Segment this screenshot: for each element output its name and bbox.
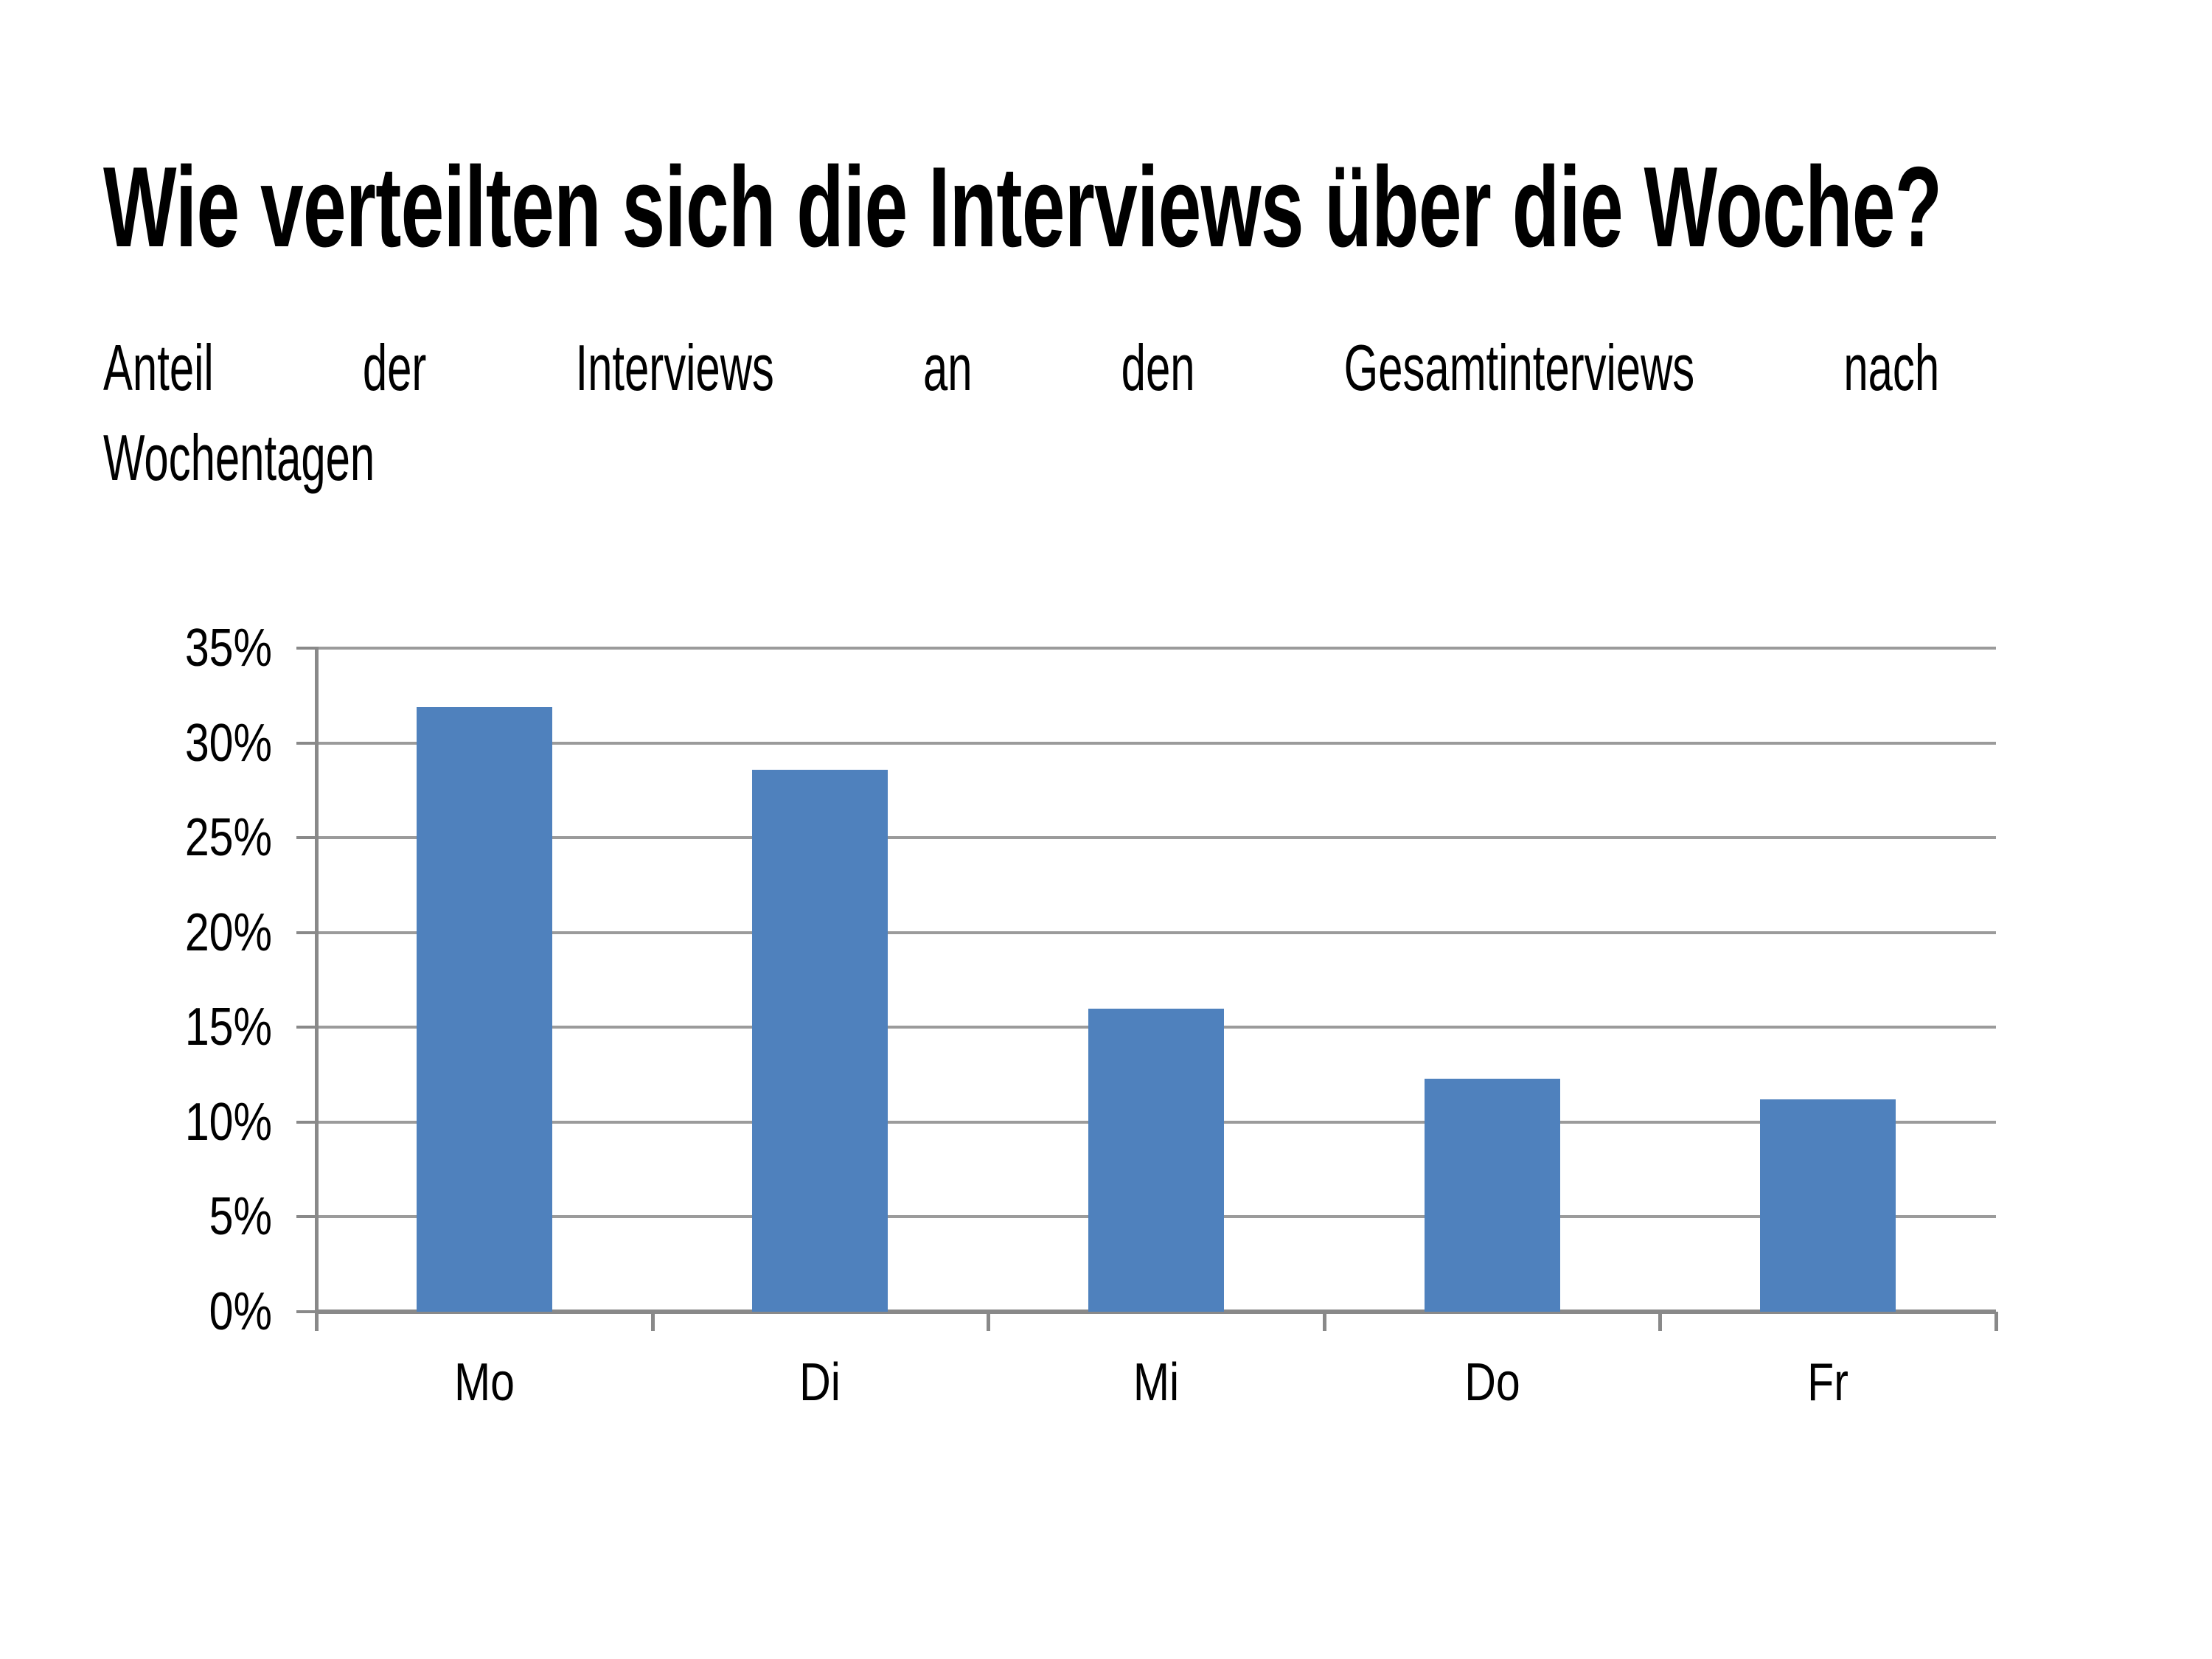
- y-axis-label: 20%: [184, 902, 272, 962]
- x-axis-label-Fr: Fr: [1807, 1353, 1849, 1412]
- gridline-30%: [316, 741, 1996, 745]
- subtitle-word: nach: [1843, 331, 1940, 404]
- x-axis-label-Di: Di: [799, 1353, 841, 1412]
- y-axis-tick: [296, 1310, 316, 1313]
- bar-Fr: [1760, 1099, 1896, 1312]
- x-axis-tick: [1322, 1312, 1326, 1331]
- gridline-20%: [316, 931, 1996, 934]
- y-axis-label: 35%: [184, 619, 272, 678]
- bar-Mo: [416, 707, 552, 1312]
- subtitle-word: Interviews: [575, 331, 774, 404]
- x-axis-label-Mo: Mo: [453, 1353, 515, 1412]
- y-axis-label: 25%: [184, 808, 272, 868]
- x-axis-line: [316, 1310, 1996, 1314]
- x-axis-tick: [1658, 1312, 1663, 1331]
- gridline-35%: [316, 647, 1996, 650]
- subtitle-line-1: Anteil der Interviews an den Gesamtinter…: [103, 323, 1939, 413]
- y-axis-label: 0%: [209, 1282, 272, 1341]
- y-axis-tick: [296, 647, 316, 650]
- x-axis-label-Mi: Mi: [1133, 1353, 1180, 1412]
- subtitle-word: Gesamtinterviews: [1343, 331, 1695, 404]
- chart-subtitle: Anteil der Interviews an den Gesamtinter…: [103, 323, 1939, 503]
- subtitle-word: an: [922, 331, 973, 404]
- y-axis-tick: [296, 1026, 316, 1029]
- y-axis-tick: [296, 836, 316, 840]
- bar-Do: [1424, 1079, 1560, 1312]
- y-axis-label: 30%: [184, 713, 272, 773]
- page-title: Wie verteilten sich die Interviews über …: [103, 142, 1942, 271]
- y-axis-label: 15%: [184, 998, 272, 1057]
- x-axis-tick: [315, 1312, 319, 1331]
- x-axis-tick: [1994, 1312, 1998, 1331]
- y-axis-line: [315, 647, 319, 1329]
- y-axis-tick: [296, 1120, 316, 1124]
- subtitle-word: der: [362, 331, 427, 404]
- x-axis-tick: [987, 1312, 991, 1331]
- y-axis-tick: [296, 931, 316, 934]
- bar-chart-plot-area: 0% 5% 10% 15% 20% 25% 30% 35% Mo Di Mi Do Fr: [185, 619, 1998, 1412]
- subtitle-word: Anteil: [103, 331, 214, 404]
- subtitle-word: den: [1121, 331, 1195, 404]
- bar-Di: [752, 770, 888, 1312]
- y-axis-label: 10%: [184, 1092, 272, 1152]
- y-axis-tick: [296, 741, 316, 745]
- bar-Mi: [1088, 1009, 1224, 1312]
- x-axis-label-Do: Do: [1464, 1353, 1520, 1412]
- y-axis-label: 5%: [209, 1187, 272, 1247]
- gridline-25%: [316, 836, 1996, 840]
- x-axis-tick: [650, 1312, 655, 1331]
- y-axis-tick: [296, 1215, 316, 1219]
- subtitle-line-2: Wochentagen: [103, 421, 375, 494]
